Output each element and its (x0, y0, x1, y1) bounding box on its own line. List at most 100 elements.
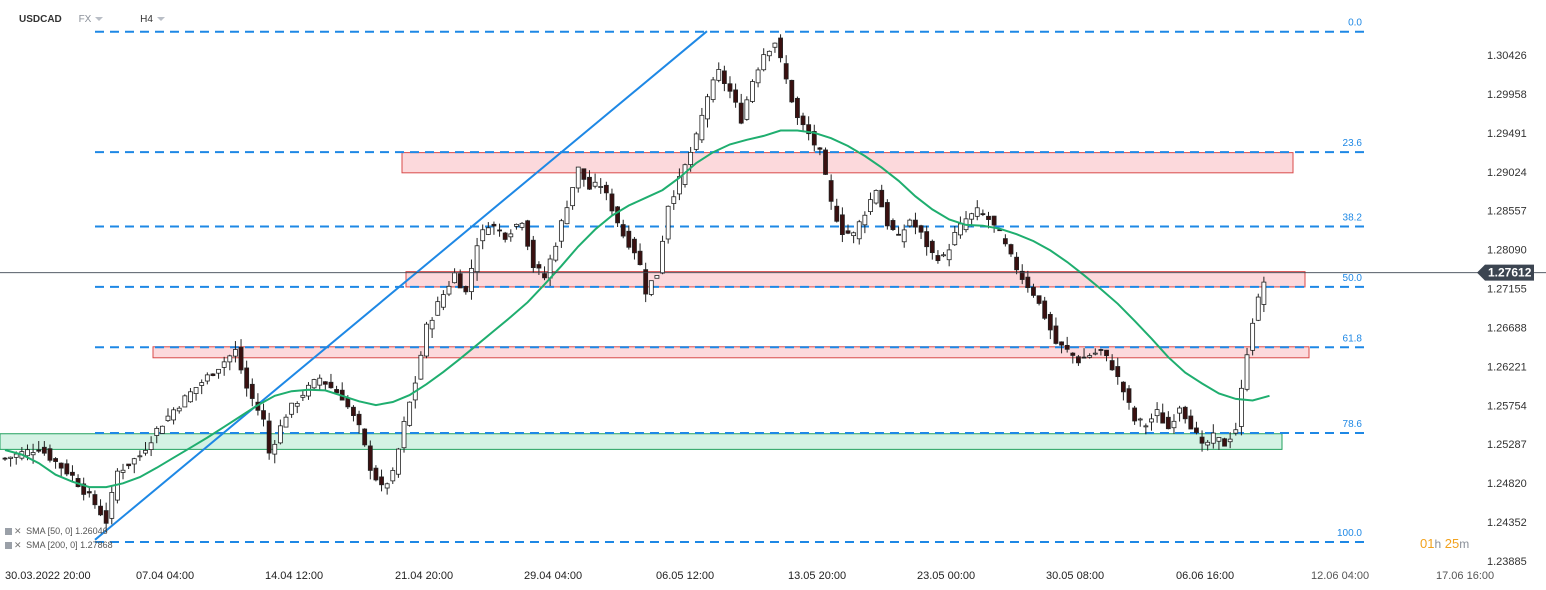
y-tick-label: 1.29024 (1487, 167, 1527, 179)
close-icon[interactable]: ✕ (14, 540, 22, 550)
candle-body (868, 199, 873, 213)
timeframe-chevron-down-icon[interactable] (156, 17, 165, 22)
candle-body (1171, 420, 1177, 429)
candle-body (530, 239, 536, 269)
candle-body (1261, 281, 1267, 305)
candle-body (266, 420, 272, 454)
candle-body (154, 427, 160, 436)
indicator-settings-icon[interactable] (5, 528, 12, 536)
candle-body (300, 394, 306, 398)
candle-body (1149, 418, 1154, 423)
candle-body (806, 124, 812, 135)
candle-body (1255, 296, 1261, 321)
candle-body (637, 250, 643, 266)
candle-body (648, 280, 654, 295)
candle-body (761, 54, 767, 71)
candle-body (643, 269, 649, 295)
candle-body (1165, 416, 1171, 430)
candles-layer (2, 34, 1267, 533)
candle-body (390, 470, 396, 482)
fibonacci-levels: 0.0 23.6 38.2 50.0 61.8 78.6 100.0 (95, 18, 1368, 544)
candle-body (1087, 355, 1093, 358)
candle-body (480, 229, 486, 242)
trendline-layer (94, 30, 708, 541)
candle-body (626, 230, 632, 248)
candle-body (1098, 349, 1104, 351)
candle-body (210, 373, 216, 376)
candle-body (435, 301, 441, 316)
candle-body (1031, 286, 1036, 296)
candle-body (1076, 356, 1081, 364)
candle-body (47, 448, 53, 461)
candle-body (817, 147, 823, 150)
candle-body (502, 232, 508, 240)
candle-body (70, 471, 75, 476)
sma-layer (4, 129, 1270, 489)
candle-body (986, 215, 991, 220)
candle-body (384, 483, 390, 489)
candle-body (1104, 349, 1109, 357)
candle-body (36, 449, 42, 452)
candle-body (233, 349, 238, 357)
resistance-zone (405, 271, 1306, 288)
candle-body (660, 240, 665, 274)
fib-level-label: 38.2 (1343, 213, 1363, 224)
candle-body (1053, 325, 1059, 344)
symbol-label[interactable]: USDCAD (19, 14, 62, 25)
indicator-legend-sma200[interactable]: ✕ SMA [200, 0] 1.27868 (5, 540, 113, 551)
candle-body (1222, 438, 1227, 447)
y-tick-label: 1.28557 (1487, 206, 1527, 218)
candle-body (137, 455, 143, 458)
fib-level-label: 50.0 (1343, 273, 1363, 284)
candle-body (1188, 415, 1194, 430)
fib-level-label: 61.8 (1343, 333, 1363, 344)
candle-body (199, 382, 205, 386)
indicator-legend-sma50[interactable]: ✕ SMA [50, 0] 1.26046 (5, 526, 108, 537)
candle-body (575, 166, 581, 189)
trendline (94, 30, 708, 541)
candle-body (148, 442, 154, 450)
y-tick-label: 1.26688 (1487, 322, 1527, 334)
candle-body (463, 285, 469, 293)
candle-body (620, 224, 626, 237)
candle-body (244, 367, 250, 389)
candle-body (907, 219, 913, 227)
candle-body (98, 505, 103, 516)
x-tick-label: 23.05 00:00 (917, 570, 975, 582)
candle-body (1239, 387, 1244, 427)
candle-body (367, 445, 373, 471)
candle-body (862, 214, 868, 226)
candle-body (81, 483, 87, 495)
candle-body (1064, 344, 1070, 350)
candle-body (25, 449, 30, 457)
candle-body (64, 463, 70, 475)
candle-body (766, 50, 772, 57)
candle-body (92, 494, 98, 506)
candle-body (991, 215, 997, 226)
candle-body (1233, 429, 1239, 434)
candle-body (143, 449, 148, 454)
candle-body (828, 180, 834, 202)
close-icon[interactable]: ✕ (14, 526, 22, 536)
indicator-params: [50, 0] (47, 526, 73, 536)
market-chevron-down-icon[interactable] (95, 17, 104, 22)
candle-body (508, 233, 514, 238)
candle-body (424, 323, 429, 357)
candle-body (120, 469, 126, 473)
candle-body (204, 374, 210, 382)
candle-body (913, 219, 918, 228)
candle-body (609, 193, 615, 212)
x-tick-label: 30.03.2022 20:00 (5, 570, 91, 582)
candle-body (941, 254, 946, 257)
y-tick-label: 1.28090 (1487, 245, 1527, 257)
indicator-settings-icon[interactable] (5, 542, 12, 550)
candle-body (783, 63, 789, 80)
y-tick-label: 1.29491 (1487, 128, 1527, 140)
timeframe-label[interactable]: H4 (140, 14, 153, 25)
candle-body (193, 387, 199, 394)
header-bar: USDCAD FX H4 (19, 14, 165, 25)
candle-body (418, 354, 424, 380)
candle-body (896, 233, 901, 236)
candle-body (395, 448, 401, 475)
